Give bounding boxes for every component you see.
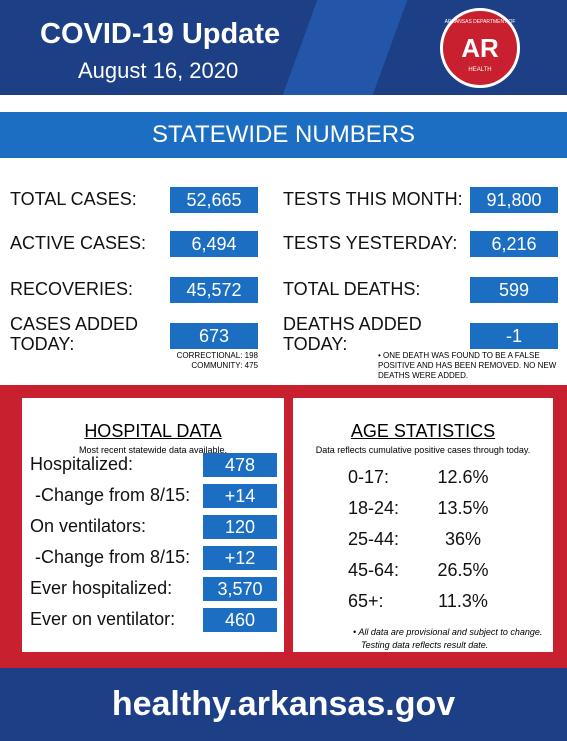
stat-label: RECOVERIES: (10, 279, 134, 299)
cases-note: COMMUNITY: 475 (191, 361, 258, 370)
hospital-value: +12 (203, 546, 277, 570)
age-share: 36% (444, 529, 482, 549)
date: August 16, 2020 (78, 58, 239, 83)
logo-bottom: HEALTH (468, 67, 492, 73)
hospital-label: -Change from 8/15: (30, 547, 191, 567)
age-group: 25-44: (348, 529, 400, 549)
hospital-label: -Change from 8/15: (30, 485, 191, 505)
hospital-panel: HOSPITAL DATA Most recent statewide data… (22, 398, 284, 652)
hospital-label: Hospitalized: (30, 454, 134, 474)
age-group: 18-24: (348, 498, 400, 518)
age-share: 26.5% (437, 560, 489, 580)
hospital-value: 478 (203, 453, 277, 477)
stat-label: TOTAL CASES: (10, 189, 137, 209)
age-panel: AGE STATISTICS Data reflects cumulative … (293, 398, 553, 652)
logo-mark: AR (461, 33, 499, 63)
stat-value: 673 (170, 323, 258, 349)
stat-label: ACTIVE CASES: (10, 233, 147, 253)
stat-value: 6,216 (470, 231, 558, 257)
section-heading: STATEWIDE NUMBERS (0, 112, 567, 158)
logo-top: ARKANSAS DEPARTMENT OF (444, 19, 516, 25)
stripe (282, 0, 408, 95)
age-share: 13.5% (437, 498, 489, 518)
hospital-value: 120 (203, 515, 277, 539)
age-note: • All data are provisional and subject t… (353, 627, 543, 637)
stat-label: DEATHS ADDED TODAY: (283, 314, 422, 354)
age-group: 0-17: (348, 467, 390, 487)
footer-url: healthy.arkansas.gov (0, 668, 567, 741)
deaths-note: • ONE DEATH WAS FOUND TO BE A FALSE POSI… (378, 351, 557, 380)
stat-value: 45,572 (170, 277, 258, 303)
age-share: 11.3% (438, 591, 488, 611)
hospital-label: On ventilators: (30, 516, 147, 536)
panel-title: AGE STATISTICS (350, 421, 496, 441)
age-group: 45-64: (348, 560, 400, 580)
stat-value: 91,800 (470, 187, 558, 213)
title: COVID-19 Update (40, 18, 281, 50)
age-group: 65+: (348, 591, 384, 611)
age-share: 12.6% (437, 467, 489, 487)
panel-subtitle: Data reflects cumulative positive cases … (315, 445, 531, 455)
header: COVID-19 Update August 16, 2020 ARKANSAS… (0, 0, 567, 95)
hospital-label: Ever hospitalized: (30, 578, 173, 598)
hospital-value: 3,570 (203, 577, 277, 601)
stat-label: CASES ADDED TODAY: (10, 314, 139, 354)
stat-value: 599 (470, 277, 558, 303)
stat-value: -1 (470, 323, 558, 349)
hospital-value: +14 (203, 484, 277, 508)
cases-note: CORRECTIONAL: 198 (176, 351, 258, 360)
panel-subtitle: Most recent statewide data available. (78, 445, 228, 455)
stat-label: TESTS YESTERDAY: (283, 233, 458, 253)
hospital-value: 460 (203, 608, 277, 632)
age-note: Testing data reflects result date. (361, 640, 489, 650)
stat-value: 52,665 (170, 187, 258, 213)
stat-label: TOTAL DEATHS: (283, 279, 421, 299)
hospital-label: Ever on ventilator: (30, 609, 176, 629)
red-band: HOSPITAL DATA Most recent statewide data… (0, 385, 567, 668)
panel-title: HOSPITAL DATA (84, 421, 222, 441)
stat-value: 6,494 (170, 231, 258, 257)
stat-label: TESTS THIS MONTH: (283, 189, 463, 209)
logo: ARKANSAS DEPARTMENT OF AR HEALTH (440, 8, 520, 88)
